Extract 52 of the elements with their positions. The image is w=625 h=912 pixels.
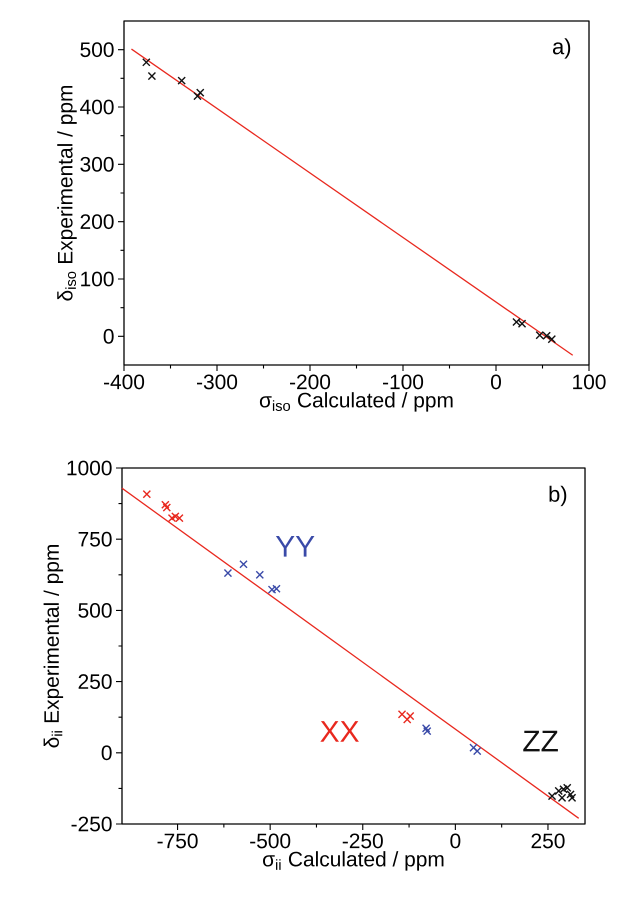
- y-tick-label: 1000: [68, 460, 112, 476]
- annotation: a): [552, 38, 570, 59]
- point: [402, 715, 412, 724]
- point: [142, 490, 152, 498]
- x-tick-label: -100: [382, 374, 424, 390]
- point: [148, 72, 156, 80]
- point: [256, 570, 264, 580]
- point: [142, 58, 151, 67]
- point: [422, 724, 430, 733]
- x-tick-label: 0: [450, 834, 460, 848]
- y-axis-title: δ$_{iso}$ Experimental / ppm: [57, 86, 77, 301]
- x-axis-title: σ$_{iso}$ Calculated / ppm: [260, 392, 453, 412]
- y-tick-label: 200: [80, 214, 114, 230]
- point: [548, 334, 556, 344]
- point: [193, 92, 202, 100]
- x-tick-label: 100: [573, 374, 606, 390]
- y-tick-label: 250: [78, 674, 112, 689]
- point: [472, 746, 482, 756]
- y-tick-label: 500: [80, 42, 114, 58]
- annotation: b): [550, 486, 566, 506]
- point: [196, 88, 204, 97]
- point: [162, 503, 172, 512]
- point: [566, 790, 575, 799]
- series-label: XX: [320, 721, 359, 742]
- x-tick-label: -750: [158, 834, 198, 848]
- y-tick-label: 500: [78, 602, 112, 618]
- y-tick-label: 0: [102, 745, 112, 760]
- x-tick-label: -400: [104, 374, 144, 390]
- x-tick-label: 250: [532, 834, 565, 848]
- point: [562, 784, 572, 792]
- y-tick-label: 100: [81, 272, 114, 286]
- point: [469, 743, 478, 752]
- x-tick-label: -200: [290, 374, 330, 390]
- y-tick-label: 0: [104, 328, 114, 344]
- y-tick-label: 400: [80, 100, 114, 114]
- x-tick-label: -300: [196, 374, 238, 390]
- x-axis-title: σ$_{ii}$ Calculated / ppm: [263, 851, 444, 871]
- y-tick-label: 300: [80, 156, 114, 172]
- y-tick-label: -250: [72, 816, 112, 832]
- point: [422, 726, 432, 736]
- x-tick-label: -250: [342, 834, 383, 848]
- y-tick-label: 750: [78, 532, 112, 547]
- y-axis-title: δ$_{ii}$ Experimental / ppm: [44, 545, 64, 748]
- point: [224, 568, 232, 578]
- point: [177, 76, 186, 85]
- point: [171, 512, 180, 521]
- x-tick-label: 0: [490, 374, 501, 390]
- x-tick-label: -500: [250, 834, 290, 848]
- series-label: ZZ: [523, 730, 558, 752]
- series-label: YY: [276, 536, 314, 557]
- point: [239, 560, 248, 568]
- point: [161, 500, 170, 509]
